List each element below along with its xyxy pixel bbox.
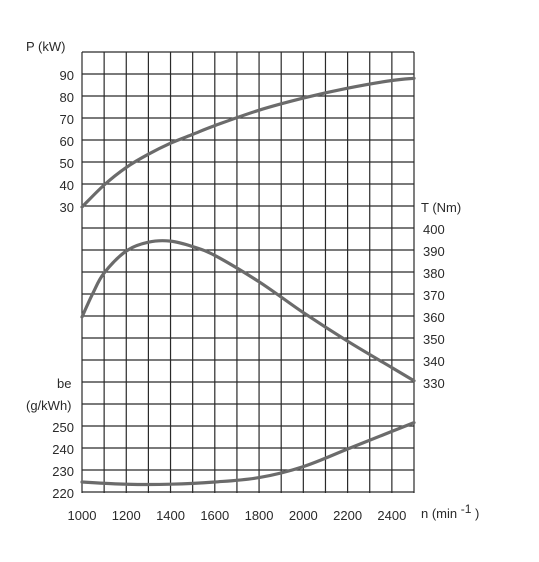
- torque-tick-label: 330: [423, 376, 445, 391]
- curves: [80, 76, 416, 487]
- x-tick-label: 1800: [245, 508, 274, 523]
- torque-tick-label: 400: [423, 222, 445, 237]
- torque-axis-title: T (Nm): [421, 200, 461, 215]
- x-axis-title-main: n (min: [421, 506, 457, 521]
- power-tick-label: 90: [60, 68, 74, 83]
- x-axis-title: n (min -1 ): [421, 501, 479, 521]
- torque-tick-label: 340: [423, 354, 445, 369]
- x-axis-title-exponent: -1: [461, 502, 472, 516]
- x-axis-title-close: ): [475, 506, 479, 521]
- power-curve: [80, 76, 416, 209]
- x-tick-label: 1000: [68, 508, 97, 523]
- x-tick-label: 2000: [289, 508, 318, 523]
- consumption-axis-unit: (g/kWh): [26, 398, 72, 413]
- power-tick-label: 80: [60, 90, 74, 105]
- torque-curve: [80, 239, 416, 383]
- consumption-curve: [80, 421, 416, 487]
- consumption-tick-label: 250: [52, 420, 74, 435]
- torque-tick-label: 380: [423, 266, 445, 281]
- grid: [81, 51, 415, 493]
- torque-tick-label: 390: [423, 244, 445, 259]
- consumption-axis-title: be: [57, 376, 71, 391]
- power-tick-label: 60: [60, 134, 74, 149]
- x-tick-label: 2400: [377, 508, 406, 523]
- power-tick-label: 30: [60, 200, 74, 215]
- x-tick-label: 2200: [333, 508, 362, 523]
- power-axis-title: P (kW): [26, 39, 65, 54]
- consumption-tick-label: 240: [52, 442, 74, 457]
- consumption-tick-label: 230: [52, 464, 74, 479]
- power-tick-label: 70: [60, 112, 74, 127]
- x-tick-label: 1200: [112, 508, 141, 523]
- consumption-tick-label: 220: [52, 486, 74, 501]
- torque-tick-label: 350: [423, 332, 445, 347]
- x-tick-label: 1600: [200, 508, 229, 523]
- power-tick-label: 40: [60, 178, 74, 193]
- power-tick-label: 50: [60, 156, 74, 171]
- x-tick-label: 1400: [156, 508, 185, 523]
- torque-tick-label: 370: [423, 288, 445, 303]
- tick-labels: 1000 1200 1400 1600 1800 2000 2200 2400 30 40 50 60…: [52, 68, 444, 523]
- torque-tick-label: 360: [423, 310, 445, 325]
